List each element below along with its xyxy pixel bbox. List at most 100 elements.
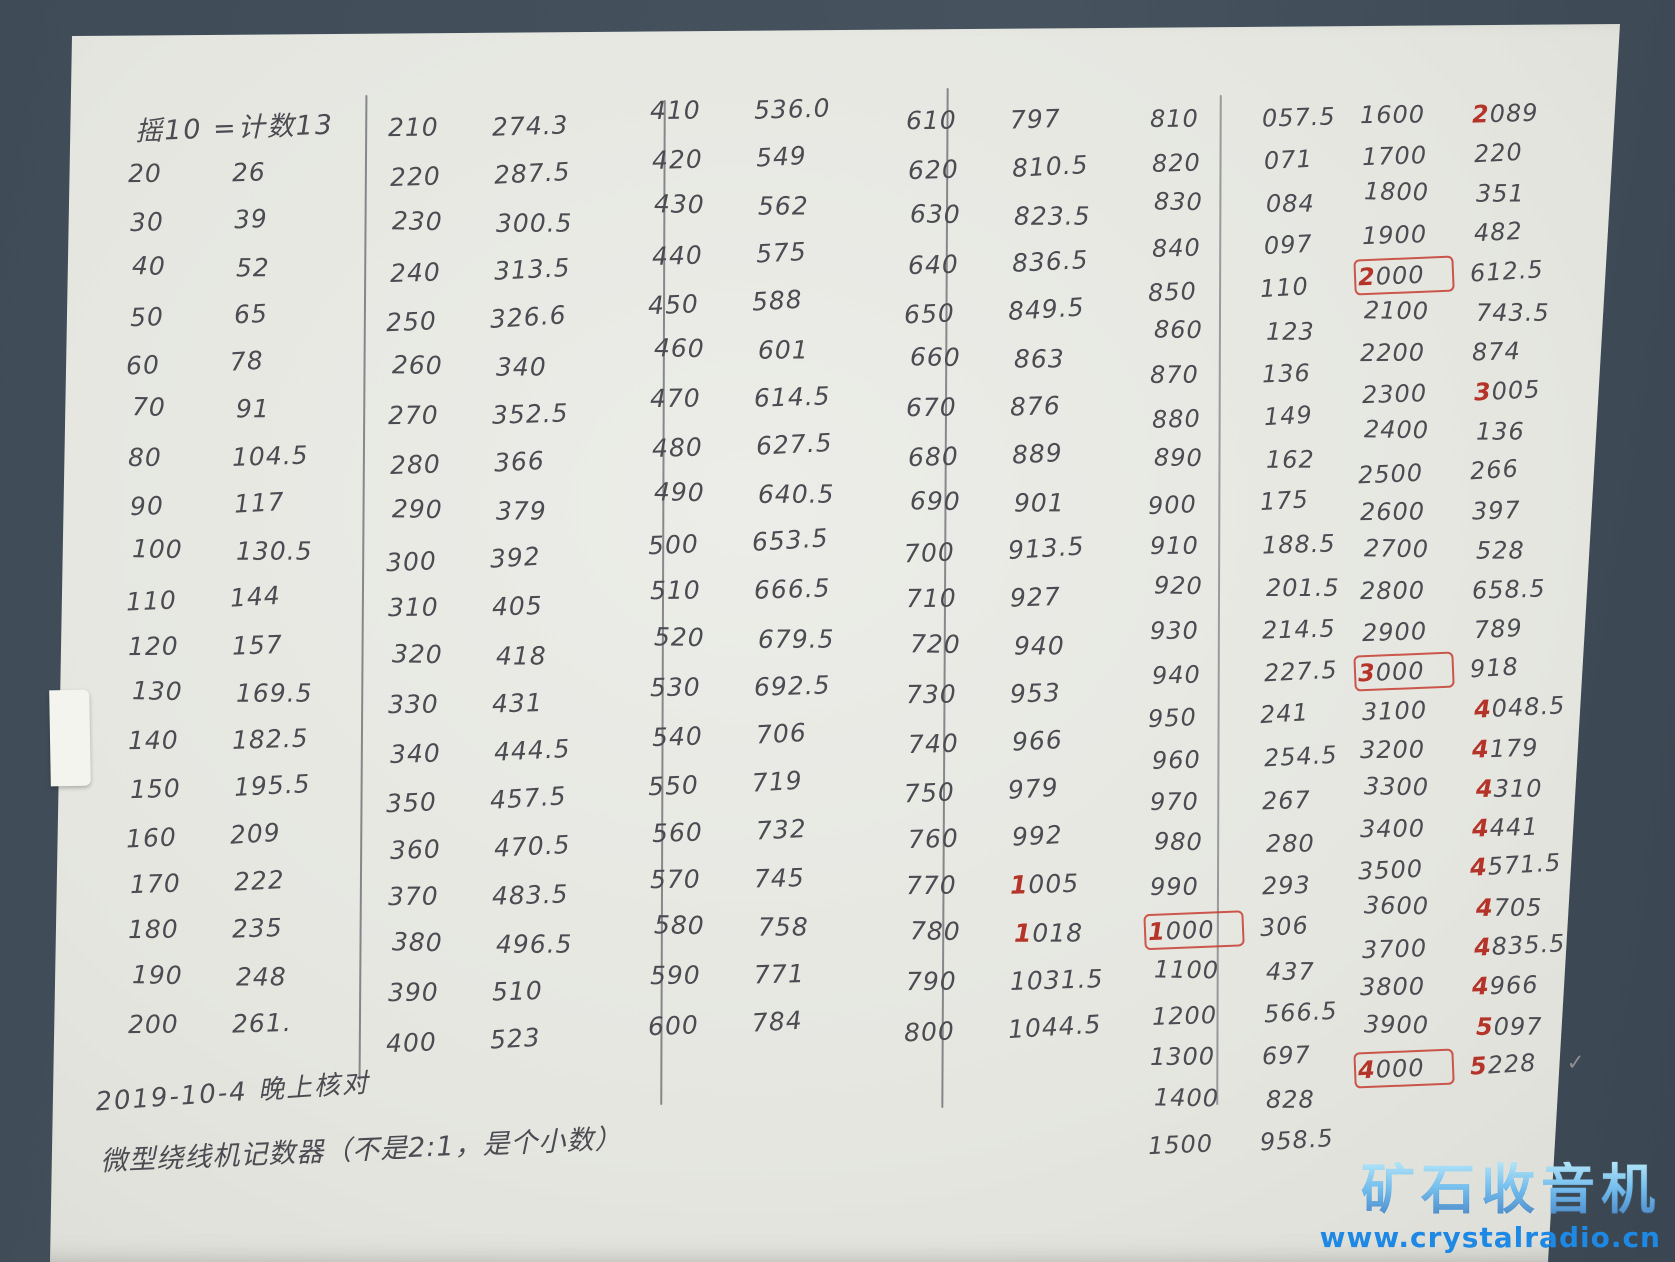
table-row: 140 182.5 (128, 723, 346, 756)
red-digit: 3 (1473, 377, 1493, 407)
table-row: 100 130.5 (132, 534, 350, 567)
dial-number: 430 (653, 189, 705, 220)
counter-number: 828 (1265, 1085, 1315, 1114)
counter-number: 5097 (1475, 1012, 1543, 1041)
table-row: 200 261. (128, 1008, 346, 1039)
dial-number: 1200 (1151, 1000, 1218, 1031)
table-row: 490 640.5 (654, 478, 864, 511)
counter-number: 523 (489, 1022, 542, 1055)
dial-number: 410 (649, 95, 701, 126)
table-row: 930 214.5 (1150, 614, 1350, 645)
counter-number: 266 (1469, 454, 1520, 486)
table-row: 450 588 (648, 283, 859, 321)
table-row: 850 110 (1148, 271, 1349, 307)
counter-number: 612.5 (1469, 254, 1545, 288)
table-row: 340 444.5 (389, 733, 601, 769)
counter-number: 071 (1263, 144, 1314, 175)
counter-number: 201.5 (1265, 574, 1340, 603)
counter-number: 3005 (1473, 374, 1542, 407)
table-row: 430 562 (654, 189, 864, 222)
counter-number: 248 (235, 961, 287, 992)
dial-number: 100 (131, 534, 183, 565)
dial-number: 40 (131, 250, 167, 281)
table-row: 120 157 (128, 630, 346, 661)
table-row: 380 496.5 (392, 927, 602, 960)
counter-number: 849.5 (1007, 292, 1086, 327)
dial-number: 260 (391, 350, 443, 381)
counter-number: 117 (233, 486, 286, 519)
table-row: 280 366 (390, 445, 601, 480)
counter-number: 392 (489, 542, 542, 575)
table-row: 3600 4705 (1364, 891, 1579, 923)
table-row: 2300 3005 (1362, 374, 1578, 409)
dial-number: 30 (129, 207, 165, 238)
table-row: 620 810.5 (908, 150, 1124, 185)
dial-number: 110 (125, 585, 178, 617)
dial-number: 350 (385, 786, 438, 818)
counter-number: 1044.5 (1007, 1009, 1103, 1044)
dial-number: 720 (909, 629, 961, 660)
red-digit: 4 (1473, 932, 1493, 962)
red-digit: 1 (1013, 918, 1033, 948)
table-row: 710 927 (906, 582, 1121, 613)
table-row: 4000 5228 ✓ (1353, 1047, 1586, 1089)
table-row: 660 863 (910, 342, 1125, 375)
table-row: 810 057.5 (1150, 102, 1350, 133)
counter-number: 918 (1469, 652, 1520, 684)
dial-number: 340 (389, 738, 442, 769)
counter-number: 188.5 (1261, 528, 1337, 560)
table-row: 970 267 (1150, 785, 1350, 815)
table-row: 610 797 (906, 104, 1121, 135)
counter-number: 528 (1475, 536, 1525, 565)
table-row: 570 745 (650, 863, 860, 894)
dial-number: 1400 (1153, 1083, 1220, 1113)
table-row: 3900 5097 (1364, 1010, 1579, 1042)
dial-number: 820 (1151, 148, 1202, 178)
counter-number: 1031.5 (1009, 963, 1104, 996)
table-row: 920 201.5 (1154, 572, 1354, 603)
dial-number: 130 (131, 676, 183, 706)
counter-number: 097 (1263, 229, 1314, 261)
counter-number: 26 (231, 157, 267, 188)
dial-number: 1800 (1363, 177, 1430, 207)
counter-number: 979 (1007, 772, 1060, 805)
dial-number: 790 (905, 966, 957, 997)
dial-number: 170 (129, 868, 182, 900)
table-row: 260 340 (392, 350, 602, 383)
table-row: 3300 4310 (1364, 772, 1579, 804)
dial-number: 2800 (1359, 576, 1426, 605)
red-digit: 4 (1475, 893, 1494, 922)
calibration-column-6: 1600 2089 1700 220 1800 351 1900 482 2000 612.5 21… (1353, 99, 1586, 1089)
table-row: 190 248 (132, 960, 350, 993)
table-row: 980 280 (1154, 827, 1354, 858)
counter-number: 057.5 (1261, 102, 1337, 133)
red-digit: 4 (1469, 853, 1489, 883)
red-digit: 2 (1471, 100, 1491, 129)
table-row: 990 293 (1150, 871, 1350, 901)
table-row: 30 39 (130, 202, 349, 237)
table-row: 540 706 (652, 716, 863, 752)
dial-number: 840 (1151, 233, 1202, 263)
dial-number: 580 (653, 910, 705, 940)
watermark-title: 矿石收音机 (1320, 1161, 1661, 1219)
red-digit: 3 (1357, 658, 1377, 688)
table-row: 870 136 (1150, 359, 1350, 389)
dial-number: 150 (129, 774, 182, 805)
counter-number: 084 (1265, 189, 1315, 219)
counter-number: 913.5 (1007, 531, 1086, 566)
dial-number: 120 (127, 631, 179, 661)
counter-number: 418 (495, 640, 547, 671)
dial-number: 680 (907, 441, 960, 472)
counter-number: 679.5 (757, 624, 835, 654)
counter-number: 182.5 (231, 723, 310, 756)
counter-number: 797 (1009, 103, 1062, 135)
table-row: 1400 828 (1154, 1083, 1354, 1114)
dial-number: 870 (1149, 360, 1199, 389)
dial-number: 880 (1151, 404, 1202, 434)
page-edge-tab (49, 689, 91, 787)
counter-number: 743.5 (1475, 298, 1550, 328)
counter-number: 110 (1259, 271, 1310, 303)
counter-number: 261. (231, 1007, 293, 1039)
counter-number: 601 (757, 335, 809, 365)
